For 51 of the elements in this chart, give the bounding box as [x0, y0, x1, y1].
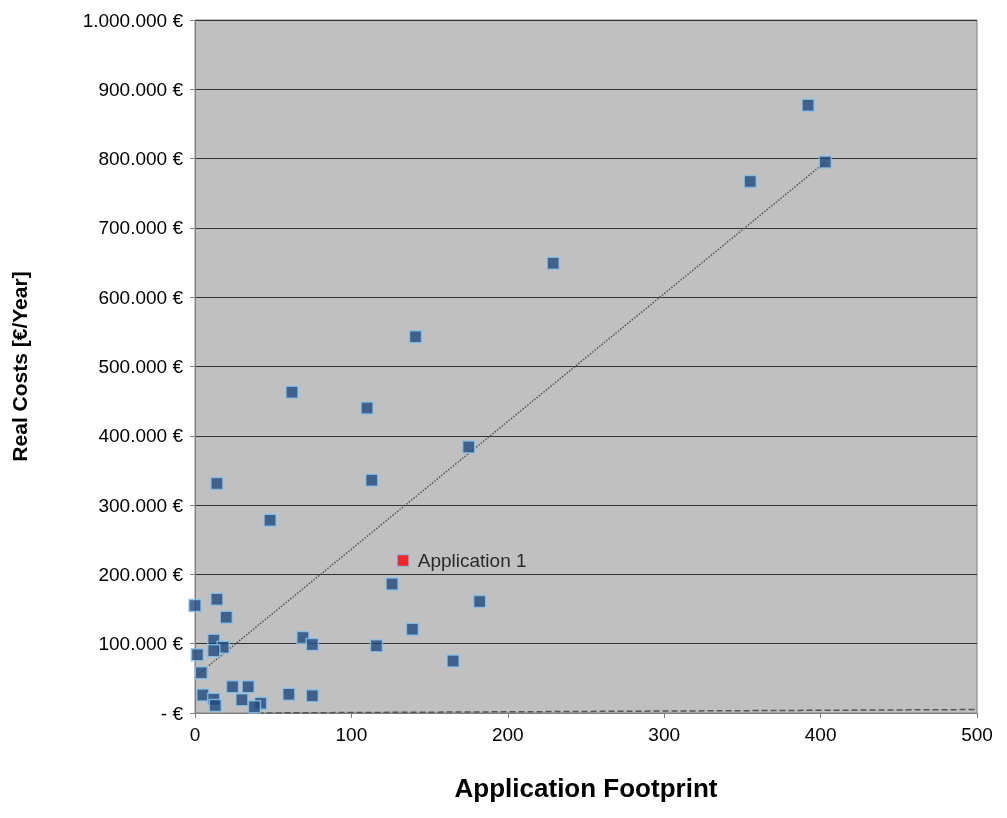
- y-tick-label: 300.000 €: [98, 494, 184, 516]
- point: [190, 648, 205, 662]
- x-tick-label: 500: [961, 724, 993, 745]
- x-tick-label: 400: [804, 724, 837, 745]
- x-tick-label: 200: [491, 724, 524, 745]
- x-axis-title: Application Footprint: [454, 773, 718, 803]
- point: [364, 473, 379, 487]
- x-tick-label: 300: [648, 724, 681, 745]
- y-tick-label: 700.000 €: [98, 217, 184, 239]
- point: [188, 598, 202, 613]
- point: [207, 643, 221, 658]
- point: [369, 639, 384, 653]
- y-tick-label: 400.000 €: [98, 425, 184, 447]
- point: [194, 666, 209, 680]
- point: [235, 693, 249, 707]
- y-axis-title: Real Costs [€/Year]: [8, 271, 31, 462]
- x-tick-label: 100: [335, 724, 368, 745]
- point: [472, 594, 487, 609]
- y-tick-label: 200.000 €: [98, 563, 184, 585]
- y-tick-label: 800.000 €: [98, 148, 184, 170]
- point: [546, 256, 560, 270]
- series-label: Application 1: [417, 550, 527, 572]
- point: [801, 98, 815, 112]
- point: [282, 687, 296, 702]
- point: [461, 440, 476, 454]
- point: [396, 553, 410, 568]
- point: [263, 513, 277, 528]
- point: [743, 174, 757, 189]
- point: [210, 476, 224, 491]
- point: [818, 155, 833, 169]
- point: [305, 637, 320, 652]
- point: [360, 401, 374, 415]
- y-tick-label: 900.000 €: [98, 78, 184, 100]
- y-tick-label: 600.000 €: [98, 286, 184, 308]
- point: [385, 577, 399, 591]
- point: [285, 385, 299, 399]
- point: [405, 622, 420, 636]
- point: [241, 679, 255, 694]
- x-tick-label: 0: [189, 724, 201, 745]
- y-tick-label: 500.000 €: [98, 356, 184, 377]
- y-tick-label: 100.000 €: [98, 633, 184, 655]
- y-tick-label: - €: [160, 702, 184, 724]
- y-tick-label: 1.000.000 €: [82, 9, 184, 31]
- point: [408, 329, 423, 344]
- point: [208, 698, 223, 713]
- point: [225, 679, 240, 694]
- point: [219, 610, 234, 625]
- point: [210, 592, 224, 607]
- point: [247, 700, 262, 714]
- point: [305, 688, 320, 703]
- point: [446, 654, 460, 668]
